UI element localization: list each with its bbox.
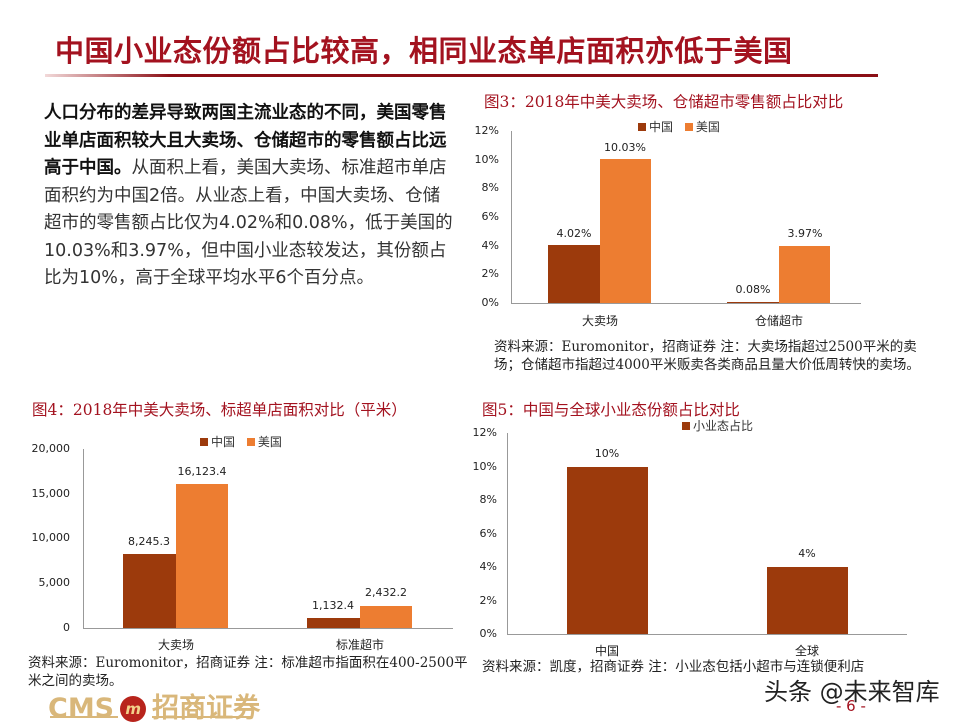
fig3-legend: 中国 美国 (638, 118, 728, 135)
legend-swatch-china (638, 123, 646, 131)
x-category: 标准超市 (335, 638, 384, 652)
y-tick: 0 (63, 621, 70, 634)
bar-usa-supermarket (360, 606, 412, 628)
cms-logo: CMS m 招商证券 (48, 686, 260, 725)
y-tick: 6% (479, 527, 497, 540)
logo-emblem-icon: m (120, 696, 147, 722)
bar-china-warehouse (727, 302, 779, 303)
bar-usa-warehouse (779, 246, 830, 303)
legend-label: 中国 (211, 435, 236, 449)
y-tick: 4% (479, 560, 497, 573)
y-tick: 20,000 (31, 442, 71, 455)
fig3-source-note: 资料来源：Euromonitor，招商证券 注：大卖场指超过2500平米的卖场；… (494, 339, 920, 373)
y-tick: 12% (474, 124, 499, 137)
x-category: 仓储超市 (754, 314, 803, 328)
fig4-title: 图4：2018年中美大卖场、标超单店面积对比（平米） (32, 401, 407, 419)
data-label: 8,245.3 (128, 535, 170, 548)
data-label: 1,132.4 (312, 599, 354, 612)
watermark: 头条 @未来智库 (764, 678, 940, 706)
page-number: - 6 - (836, 697, 866, 715)
legend-label: 美国 (257, 435, 282, 449)
bar-china-hypermarket (548, 245, 600, 303)
logo-chinese: 招商证券 (152, 693, 261, 724)
y-tick: 4% (481, 239, 499, 252)
fig4-legend: 中国 美国 (200, 433, 290, 450)
x-axis (511, 303, 861, 304)
data-label: 0.08% (735, 283, 771, 296)
y-tick: 10% (472, 460, 497, 473)
page-title: 中国小业态份额占比较高，相同业态单店面积亦低于美国 (55, 34, 793, 68)
data-label: 10% (594, 447, 620, 460)
legend-label: 小业态占比 (693, 419, 754, 433)
bar-usa-hypermarket (600, 159, 651, 303)
y-tick: 0% (479, 627, 497, 640)
data-label: 3.97% (787, 227, 823, 240)
summary-paragraph: 人口分布的差异导致两国主流业态的不同，美国零售业单店面积较大且大卖场、仓储超市的… (44, 100, 454, 293)
y-tick: 2% (481, 267, 499, 280)
bar-china-small-format (567, 467, 648, 634)
data-label: 10.03% (604, 141, 646, 154)
y-tick: 10% (474, 153, 499, 166)
legend-swatch-china (200, 438, 208, 446)
logo-underline (50, 716, 118, 718)
title-divider (45, 74, 878, 77)
summary-normal-text: 从面积上看，美国大卖场、标准超市单店面积约为中国2倍。从业态上看，中国大卖场、仓… (44, 158, 453, 288)
legend-label: 美国 (695, 120, 720, 134)
data-label: 4% (798, 547, 816, 560)
y-tick: 6% (481, 210, 499, 223)
data-label: 2,432.2 (365, 586, 407, 599)
fig3-chart: 中国 美国 0% 2% 4% 6% 8% 10% 12% 4.02% 10.03… (460, 112, 920, 337)
legend-item-usa: 美国 (684, 120, 720, 134)
summary-bold-text: 人口分布的差异导致两国主流业态的不同，美国零售业单店面积较大且大卖场、仓储超市的… (44, 103, 447, 178)
fig5-legend: 小业态占比 (682, 417, 761, 434)
x-category: 中国 (594, 644, 619, 658)
data-label: 16,123.4 (177, 465, 227, 478)
fig5-chart: 小业态占比 0% 2% 4% 6% 8% 10% 12% 10% 4% 中国 全… (470, 412, 930, 658)
y-tick: 12% (472, 426, 497, 439)
x-category: 全球 (794, 644, 819, 658)
legend-swatch-small-format (682, 422, 690, 430)
y-tick: 8% (481, 181, 499, 194)
y-tick: 2% (479, 594, 497, 607)
x-axis (83, 628, 453, 629)
legend-swatch-usa (684, 123, 693, 131)
fig4-source-note: 资料来源：Euromonitor，招商证券 注：标准超市指面积在400-2500… (28, 655, 468, 689)
fig4-chart: 中国 美国 0 5,000 10,000 15,000 20,000 8,245… (20, 425, 470, 655)
y-axis (511, 131, 512, 303)
fig3-title: 图3：2018年中美大卖场、仓储超市零售额占比对比 (484, 93, 844, 111)
fig5-title: 图5：中国与全球小业态份额占比对比 (482, 401, 740, 419)
y-tick: 10,000 (31, 531, 71, 544)
y-tick: 0% (481, 296, 499, 309)
x-axis (507, 634, 907, 635)
logo-underline (152, 716, 252, 718)
y-axis (83, 449, 84, 628)
bar-china-supermarket (307, 618, 360, 628)
bar-global-small-format (767, 567, 848, 634)
legend-item-small-format: 小业态占比 (682, 419, 753, 433)
y-tick: 15,000 (31, 487, 71, 500)
logo-latin: CMS (48, 693, 115, 724)
data-label: 4.02% (556, 227, 592, 240)
y-tick: 5,000 (38, 576, 71, 589)
bar-china-hypermarket (123, 554, 176, 628)
legend-item-china: 中国 (200, 435, 235, 449)
bar-usa-hypermarket (176, 484, 228, 628)
x-category: 大卖场 (157, 638, 194, 652)
x-category: 大卖场 (581, 314, 618, 328)
fig5-source-note: 资料来源：凯度，招商证券 注：小业态包括小超市与连锁便利店 (482, 659, 865, 675)
legend-swatch-usa (246, 438, 255, 446)
legend-item-china: 中国 (638, 120, 673, 134)
legend-item-usa: 美国 (246, 435, 282, 449)
y-axis (507, 433, 508, 634)
y-tick: 8% (479, 493, 497, 506)
legend-label: 中国 (649, 120, 674, 134)
